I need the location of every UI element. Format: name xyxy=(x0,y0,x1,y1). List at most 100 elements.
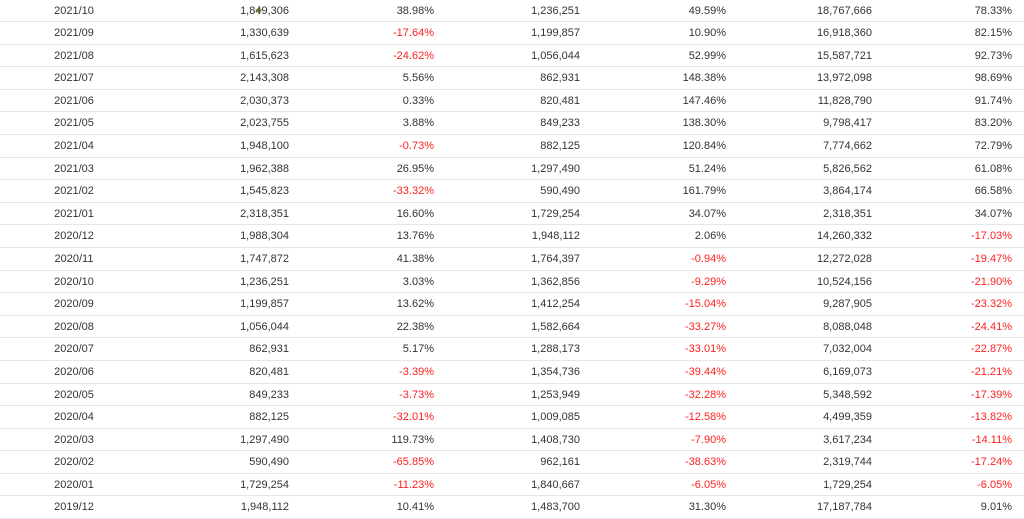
value-cell-4: 147.46% xyxy=(682,94,726,107)
table-row: 2021/03 1,962,388 26.95% 1,297,490 51.24% 5,8… xyxy=(0,158,1024,181)
table-row: 2020/07 862,931 5.17% 1,288,173 -33.01% 7,032… xyxy=(0,338,1024,361)
table-row: 2020/06 820,481 -3.39% 1,354,736 -39.44% 6,16… xyxy=(0,361,1024,384)
value-cell-2: 10.41% xyxy=(396,501,434,514)
table-row: 2021/09 1,330,639 -17.64% 1,199,857 10.90% 16… xyxy=(0,22,1024,45)
month-cell: 2020/06 xyxy=(54,365,94,378)
value-cell-4: -38.63% xyxy=(685,456,726,469)
table-row: 2021/10 1,849,306 38.98% 1,236,251 49.59% 18,… xyxy=(0,0,1024,22)
value-cell-6: 82.15% xyxy=(974,27,1012,39)
value-cell-6: -19.47% xyxy=(971,252,1012,265)
value-cell-4: -33.01% xyxy=(685,343,726,356)
value-cell-1: 1,297,490 xyxy=(240,433,289,446)
value-cell-3: 590,490 xyxy=(540,185,580,198)
table-row: 2020/12 1,988,304 13.76% 1,948,112 2.06% 14,2… xyxy=(0,225,1024,248)
value-cell-5: 13,972,098 xyxy=(816,72,872,85)
value-cell-2: -24.62% xyxy=(393,49,434,62)
value-cell-3: 1,948,112 xyxy=(531,230,580,243)
value-cell-6: -22.87% xyxy=(971,343,1012,356)
value-cell-2: 5.17% xyxy=(402,343,434,356)
month-cell: 2021/06 xyxy=(54,94,94,107)
value-cell-1: 862,931 xyxy=(249,343,289,356)
value-cell-6: -17.39% xyxy=(971,388,1012,401)
value-cell-1: 1,199,857 xyxy=(240,298,289,311)
table-row: 2021/05 2,023,755 3.88% 849,233 138.30% 9,798… xyxy=(0,112,1024,135)
value-cell-6: -21.21% xyxy=(971,365,1012,378)
table-row: 2021/08 1,615,623 -24.62% 1,056,044 52.99% 15… xyxy=(0,45,1024,68)
value-cell-4: -15.04% xyxy=(685,298,726,311)
table-row: 2020/09 1,199,857 13.62% 1,412,254 -15.04% 9,… xyxy=(0,293,1024,316)
value-cell-6: -21.90% xyxy=(971,275,1012,288)
month-cell: 2021/07 xyxy=(54,72,94,85)
table-row: 2020/04 882,125 -32.01% 1,009,085 -12.58% 4,4… xyxy=(0,406,1024,429)
value-cell-5: 3,864,174 xyxy=(823,185,872,198)
value-cell-2: -32.01% xyxy=(393,411,434,424)
value-cell-4: -39.44% xyxy=(685,365,726,378)
value-cell-2: -3.73% xyxy=(399,388,434,401)
value-cell-1: 1,962,388 xyxy=(240,162,289,175)
value-cell-3: 1,582,664 xyxy=(531,320,580,333)
value-cell-3: 862,931 xyxy=(540,72,580,85)
value-cell-6: 9.01% xyxy=(980,501,1012,514)
value-cell-5: 15,587,721 xyxy=(816,49,872,62)
value-cell-6: 98.69% xyxy=(974,72,1012,85)
month-cell: 2021/01 xyxy=(54,207,94,220)
month-cell: 2019/12 xyxy=(54,501,94,514)
value-cell-1: 1,729,254 xyxy=(240,478,289,491)
month-cell: 2021/03 xyxy=(54,162,94,175)
value-cell-4: 31.30% xyxy=(688,501,726,514)
value-cell-4: 52.99% xyxy=(688,49,726,62)
value-cell-6: 83.20% xyxy=(974,117,1012,130)
value-cell-4: -9.29% xyxy=(691,275,726,288)
value-cell-2: -3.39% xyxy=(399,365,434,378)
value-cell-2: 26.95% xyxy=(396,162,434,175)
value-cell-3: 1,408,730 xyxy=(531,433,580,446)
value-cell-2: 13.62% xyxy=(396,298,434,311)
value-cell-1: 1,330,639 xyxy=(240,27,289,39)
month-cell: 2020/08 xyxy=(54,320,94,333)
month-cell: 2020/04 xyxy=(54,411,94,424)
value-cell-6: -14.11% xyxy=(971,433,1012,446)
value-cell-4: -7.90% xyxy=(691,433,726,446)
value-cell-4: 120.84% xyxy=(682,139,726,152)
value-cell-3: 1,236,251 xyxy=(531,5,580,17)
value-cell-1: 1,948,112 xyxy=(240,501,289,514)
table-row: 2020/01 1,729,254 -11.23% 1,840,667 -6.05% 1,… xyxy=(0,474,1024,497)
value-cell-3: 882,125 xyxy=(540,139,580,152)
value-cell-5: 9,287,905 xyxy=(823,298,872,311)
value-cell-1: 882,125 xyxy=(249,411,289,424)
value-cell-1: 849,233 xyxy=(249,388,289,401)
value-cell-1: 820,481 xyxy=(249,365,289,378)
value-cell-5: 17,187,784 xyxy=(816,501,872,514)
value-cell-3: 1,253,949 xyxy=(531,388,580,401)
month-cell: 2021/05 xyxy=(54,117,94,130)
month-cell: 2020/05 xyxy=(54,388,94,401)
value-cell-2: -11.23% xyxy=(393,478,434,491)
value-cell-2: 41.38% xyxy=(396,252,434,265)
value-cell-5: 7,032,004 xyxy=(823,343,872,356)
value-cell-6: 91.74% xyxy=(974,94,1012,107)
value-cell-3: 1,729,254 xyxy=(531,207,580,220)
table-row: 2020/05 849,233 -3.73% 1,253,949 -32.28% 5,34… xyxy=(0,384,1024,407)
value-cell-2: -65.85% xyxy=(393,456,434,469)
value-cell-4: 148.38% xyxy=(682,72,726,85)
table-row: 2019/12 1,948,112 10.41% 1,483,700 31.30% 17,… xyxy=(0,496,1024,519)
value-cell-1: 2,318,351 xyxy=(240,207,289,220)
value-cell-2: 22.38% xyxy=(396,320,434,333)
value-cell-3: 1,840,667 xyxy=(531,478,580,491)
month-cell: 2020/09 xyxy=(54,298,94,311)
value-cell-2: -0.73% xyxy=(399,139,434,152)
month-cell: 2020/12 xyxy=(54,230,94,243)
table-row: 2021/02 1,545,823 -33.32% 590,490 161.79% 3,8… xyxy=(0,180,1024,203)
value-cell-5: 16,918,360 xyxy=(816,27,872,39)
value-cell-1: 1,948,100 xyxy=(240,139,289,152)
value-cell-4: -12.58% xyxy=(685,411,726,424)
value-cell-5: 2,319,744 xyxy=(823,456,872,469)
value-cell-1: 1,747,872 xyxy=(240,252,289,265)
month-cell: 2021/10 xyxy=(54,5,94,17)
value-cell-2: 38.98% xyxy=(396,5,434,17)
value-cell-3: 1,199,857 xyxy=(531,27,580,39)
value-cell-2: 119.73% xyxy=(391,433,434,446)
table-row: 2021/07 2,143,308 5.56% 862,931 148.38% 13,97… xyxy=(0,67,1024,90)
value-cell-2: 13.76% xyxy=(396,230,434,243)
value-cell-5: 2,318,351 xyxy=(823,207,872,220)
